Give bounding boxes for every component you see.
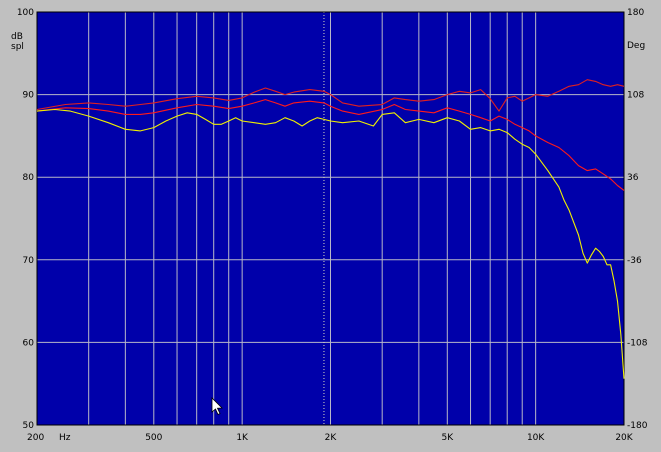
- y2-tick-label: -180: [627, 421, 648, 431]
- curves: [36, 79, 625, 379]
- plot-border: [36, 11, 625, 426]
- x-tick-label: 500: [145, 433, 162, 443]
- series-line-0: [36, 79, 625, 112]
- y-tick-label: 80: [23, 173, 35, 183]
- x-tick-label: 10K: [527, 433, 545, 443]
- y2-tick-label: 180: [627, 8, 644, 18]
- mouse-pointer-icon: [211, 397, 223, 416]
- y-tick-label: 70: [23, 256, 35, 266]
- series-line-1: [36, 99, 625, 191]
- x-unit-label: Hz: [59, 433, 71, 443]
- y-tick-label: 60: [23, 338, 35, 348]
- x-tick-label: 200: [27, 433, 44, 443]
- y2label: Deg: [627, 41, 645, 51]
- x-tick-label: 20K: [615, 433, 633, 443]
- x-tick-label: 5K: [441, 433, 454, 443]
- y2-tick-label: 108: [627, 91, 644, 101]
- y2-tick-label: -36: [627, 256, 642, 266]
- y-tick-label: 50: [23, 421, 35, 431]
- grid: [36, 11, 625, 426]
- ylabel-line2: spl: [11, 42, 24, 52]
- x-tick-label: 2K: [325, 433, 338, 443]
- axis-labels: dB spl Deg Hz 200 500 1K 2K 5K 10K 20K 100 90 80 7…: [11, 8, 648, 443]
- y2-tick-label: -108: [627, 338, 648, 348]
- x-tick-label: 1K: [236, 433, 249, 443]
- series-line-2: [36, 108, 625, 379]
- y-tick-label: 100: [17, 8, 34, 18]
- ylabel-line1: dB: [11, 32, 23, 42]
- y2-tick-label: 36: [627, 173, 639, 183]
- y-tick-label: 90: [23, 91, 35, 101]
